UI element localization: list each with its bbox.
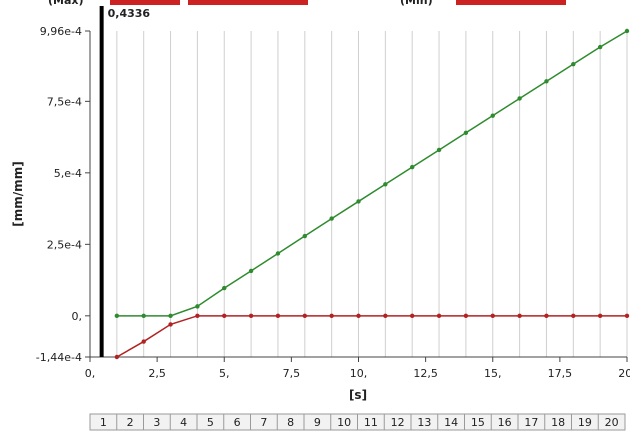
series-0-point <box>571 61 576 67</box>
series-0-point <box>544 79 549 84</box>
x-tick-label: 0, <box>85 367 96 380</box>
step-cell[interactable]: 15 <box>471 416 485 429</box>
series-0-point <box>141 313 146 319</box>
series-1-point <box>222 313 227 319</box>
x-tick-label: 15, <box>484 367 502 380</box>
series-0-point <box>410 164 415 170</box>
series-1-point <box>356 313 361 319</box>
series-0-point <box>168 313 173 319</box>
step-cell[interactable]: 6 <box>234 416 241 429</box>
series-0-point <box>490 113 495 118</box>
legend-swatch-max <box>110 0 180 5</box>
step-cell[interactable]: 9 <box>314 416 321 429</box>
x-tick-label: 5, <box>219 367 230 380</box>
series-0-point <box>222 285 227 291</box>
step-cell[interactable]: 3 <box>153 416 160 429</box>
series-0-point <box>195 304 200 309</box>
series-1-point <box>168 322 173 327</box>
series-1-point <box>329 313 334 319</box>
series-1-point <box>114 354 120 360</box>
series-1-point <box>597 313 603 319</box>
series-0-point <box>356 199 361 204</box>
x-tick-label: 12,5 <box>413 367 438 380</box>
tick-labels: 9,96e-47,5e-45,e-42,5e-40,-1,44e-40, 2,5 5… <box>36 25 630 380</box>
legend: (Max) (Min) <box>48 0 566 7</box>
series-1-point <box>624 313 630 319</box>
series-0-point <box>436 147 442 153</box>
step-cell[interactable]: 17 <box>524 416 538 429</box>
series-1-point <box>302 313 307 319</box>
series-0-point <box>624 28 630 34</box>
step-cell[interactable]: 11 <box>364 416 378 429</box>
series-1-point <box>490 313 495 319</box>
step-cell[interactable]: 16 <box>498 416 512 429</box>
series-line-1 <box>116 315 627 358</box>
axis-titles: [s] [mm/mm] <box>11 161 367 402</box>
legend-entry-min: (Min) <box>400 0 433 7</box>
series-1-point <box>383 313 388 319</box>
step-cell[interactable]: 1 <box>100 416 107 429</box>
axes <box>85 30 628 362</box>
grid-lines <box>116 31 628 357</box>
series-1-point <box>571 313 576 319</box>
series-0-point <box>463 130 469 136</box>
time-marker-label: 0,4336 <box>108 7 151 20</box>
series-1-point <box>275 313 281 319</box>
series-0-point <box>302 233 307 239</box>
step-cell[interactable]: 18 <box>551 416 565 429</box>
series-1-point <box>410 313 415 319</box>
series-line-0 <box>116 30 628 317</box>
legend-entry-max: (Max) <box>48 0 84 7</box>
legend-swatch-max-name <box>188 0 308 5</box>
series-1-point <box>436 313 442 319</box>
series-1-point <box>195 313 200 319</box>
step-cell[interactable]: 10 <box>337 416 351 429</box>
y-tick-label: 9,96e-4 <box>40 25 82 38</box>
step-cell[interactable]: 13 <box>417 416 431 429</box>
step-cell[interactable]: 20 <box>605 416 619 429</box>
series-1-point <box>141 339 146 344</box>
y-tick-label: 2,5e-4 <box>47 238 82 251</box>
y-tick-label: -1,44e-4 <box>36 351 82 364</box>
legend-swatch-min <box>456 0 566 5</box>
series-0-point <box>114 313 120 319</box>
series-1-point <box>463 313 469 319</box>
step-cell[interactable]: 19 <box>578 416 592 429</box>
series-1-point <box>544 313 549 319</box>
series-0-point <box>383 182 388 187</box>
step-strip: 1 2 3 4 5 6 7 8 9 10 11 12 13 14 15 16 17 18 19 20 <box>89 413 626 431</box>
series-0-point <box>275 251 281 256</box>
series-1-point <box>517 313 522 319</box>
time-marker[interactable]: 0,4336 <box>99 6 151 357</box>
x-tick-label: 2,5 <box>148 367 166 380</box>
series-0-point <box>517 96 522 101</box>
x-tick-label: 10, <box>350 367 368 380</box>
step-cell[interactable]: 12 <box>391 416 405 429</box>
series-0-point <box>248 268 254 274</box>
x-axis-title: [s] <box>349 388 367 402</box>
y-tick-label: 0, <box>72 310 83 323</box>
step-cell[interactable]: 8 <box>287 416 294 429</box>
x-tick-label: 20, <box>618 367 630 380</box>
x-tick-label: 7,5 <box>283 367 301 380</box>
y-tick-label: 5,e-4 <box>54 167 82 180</box>
series-1-point <box>248 313 254 319</box>
y-tick-label: 7,5e-4 <box>47 95 82 108</box>
step-cell[interactable]: 5 <box>207 416 214 429</box>
step-cell[interactable]: 2 <box>127 416 134 429</box>
series-0-point <box>597 44 603 50</box>
step-cell[interactable]: 4 <box>180 416 187 429</box>
x-tick-label: 17,5 <box>548 367 573 380</box>
step-cell[interactable]: 14 <box>444 416 458 429</box>
y-axis-title: [mm/mm] <box>11 161 25 226</box>
series-0-point <box>329 216 334 221</box>
series-group <box>114 28 630 360</box>
step-cell[interactable]: 7 <box>260 416 267 429</box>
